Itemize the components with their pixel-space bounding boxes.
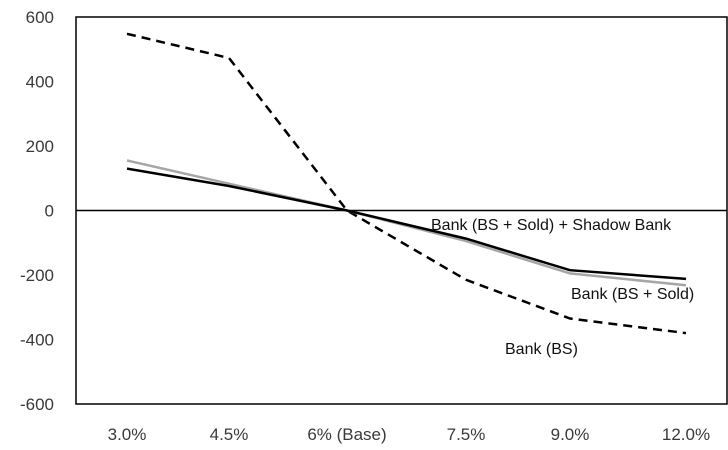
y-tick-label: 600	[26, 8, 54, 27]
x-tick-label: 3.0%	[108, 425, 147, 444]
y-tick-label: -400	[20, 331, 54, 350]
series-line-0	[126, 32, 687, 335]
y-tick-label: 0	[45, 202, 54, 221]
label-bank-bs-sold: Bank (BS + Sold)	[571, 286, 694, 303]
y-tick-label: -200	[20, 266, 54, 285]
x-tick-label: 12.0%	[662, 425, 710, 444]
series-line-2	[126, 167, 687, 281]
x-axis-ticks: 3.0% 4.5% 6% (Base) 7.5% 9.0% 12.0%	[108, 425, 710, 444]
y-tick-label: -600	[20, 395, 54, 414]
y-axis-ticks: 600 400 200 0 -200 -400 -600	[20, 8, 54, 414]
x-tick-label: 4.5%	[210, 425, 249, 444]
y-tick-label: 200	[26, 137, 54, 156]
x-tick-label: 7.5%	[447, 425, 486, 444]
series-lines	[126, 32, 687, 335]
label-bank-bs: Bank (BS)	[505, 341, 578, 358]
x-tick-label: 6% (Base)	[307, 425, 386, 444]
label-bank-bs-sold-shadow: Bank (BS + Sold) + Shadow Bank	[431, 217, 672, 234]
x-tick-label: 9.0%	[551, 425, 590, 444]
y-tick-label: 400	[26, 73, 54, 92]
